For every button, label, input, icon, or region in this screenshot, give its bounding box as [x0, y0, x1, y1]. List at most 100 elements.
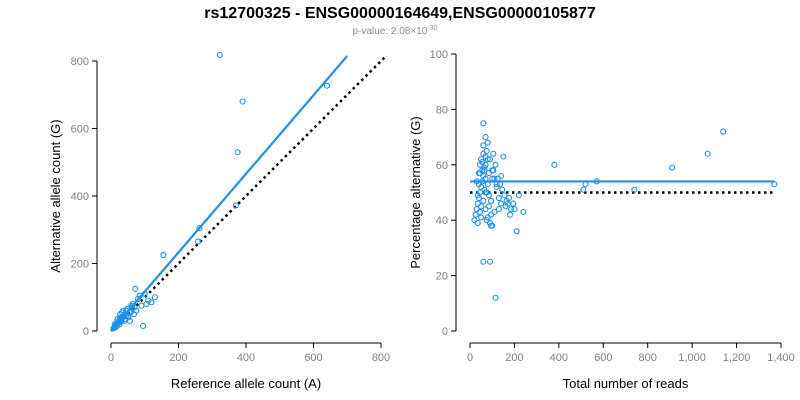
- scatter-chart-percentage: 0 200 400 600 800 1,000 1,200 1,400 0 20 40 60 80 10…: [408, 49, 795, 391]
- data-point: [132, 285, 139, 292]
- data-point: [489, 175, 496, 182]
- data-point: [114, 316, 121, 323]
- x-axis-ticks: 0 200 400 600 800 1,000 1,200 1,400: [467, 343, 795, 364]
- data-point: [771, 181, 778, 188]
- data-point: [481, 186, 488, 193]
- reference-line: [110, 56, 386, 332]
- scatter-chart-allele-counts: 0 200 400 600 800 0 200 400 600 800 Reference al…: [48, 51, 390, 391]
- data-point: [151, 294, 158, 301]
- data-point: [143, 300, 150, 308]
- x-tick-label: 0: [467, 352, 473, 364]
- data-point: [495, 194, 502, 202]
- y-tick-label: 200: [71, 259, 89, 271]
- data-point: [593, 178, 600, 185]
- data-point: [582, 181, 589, 188]
- x-tick-label: 400: [550, 352, 568, 364]
- data-point: [720, 128, 727, 135]
- data-point: [145, 297, 152, 304]
- data-point: [485, 203, 492, 210]
- data-point: [669, 164, 676, 171]
- data-point: [323, 82, 331, 89]
- data-point: [482, 175, 489, 182]
- data-point: [515, 192, 522, 199]
- data-point: [493, 181, 500, 188]
- figure-subtitle: p-value: 2.08×10-30: [353, 25, 438, 37]
- data-point: [475, 170, 482, 177]
- x-tick-label: 800: [639, 352, 657, 364]
- data-point: [496, 181, 504, 188]
- x-tick-label: 1,000: [678, 352, 706, 364]
- data-point: [704, 150, 711, 157]
- data-point: [120, 307, 127, 314]
- data-point: [232, 202, 239, 209]
- x-tick-label: 0: [108, 352, 114, 364]
- data-point: [480, 120, 487, 127]
- x-tick-label: 1,400: [767, 352, 795, 364]
- y-tick-label: 20: [436, 271, 448, 283]
- data-point: [480, 197, 487, 204]
- y-tick-label: 100: [430, 49, 448, 61]
- figure-title: rs12700325 - ENSG00000164649,ENSG0000010…: [204, 5, 596, 22]
- data-point: [491, 208, 498, 215]
- data-point: [490, 167, 497, 174]
- data-point: [471, 217, 478, 224]
- y-tick-label: 0: [83, 326, 89, 338]
- data-point: [520, 208, 527, 215]
- x-axis-label: Reference allele count (A): [171, 376, 321, 391]
- data-point: [513, 228, 520, 235]
- data-point: [484, 181, 491, 188]
- data-point: [480, 142, 487, 149]
- data-point: [631, 186, 638, 193]
- data-point: [511, 206, 518, 213]
- data-point: [482, 189, 489, 196]
- x-tick-label: 200: [505, 352, 523, 364]
- data-point: [502, 203, 509, 210]
- y-tick-label: 800: [71, 56, 89, 68]
- x-tick-label: 1,200: [723, 352, 751, 364]
- y-axis-label: Alternative allele count (G): [48, 119, 63, 272]
- data-point: [486, 258, 494, 265]
- y-tick-label: 400: [71, 191, 89, 203]
- data-point: [491, 175, 498, 182]
- data-point: [121, 317, 128, 324]
- y-tick-label: 600: [71, 124, 89, 136]
- data-point: [490, 150, 497, 157]
- data-point: [510, 200, 517, 207]
- x-tick-label: 600: [304, 352, 322, 364]
- data-point: [476, 161, 484, 168]
- data-point: [481, 167, 488, 174]
- data-point: [130, 311, 137, 318]
- points-layer: [110, 51, 331, 332]
- fit-line-layer: [110, 55, 349, 332]
- reference-line-layer: [110, 56, 386, 332]
- data-point: [484, 139, 491, 146]
- data-point: [551, 161, 558, 168]
- data-point: [138, 302, 145, 309]
- y-tick-label: 80: [436, 104, 448, 116]
- data-point: [482, 153, 489, 160]
- data-point: [474, 192, 481, 199]
- data-point: [494, 175, 501, 182]
- data-point: [492, 161, 499, 168]
- data-point: [499, 186, 506, 193]
- y-tick-label: 0: [442, 326, 448, 338]
- data-point: [473, 178, 480, 185]
- data-point: [131, 304, 138, 311]
- x-axis-ticks: 0 200 400 600 800: [108, 343, 390, 364]
- data-point: [474, 219, 481, 227]
- x-tick-label: 800: [372, 352, 390, 364]
- data-point: [128, 304, 135, 311]
- p-value-exponent: -30: [427, 25, 437, 32]
- data-point: [195, 238, 202, 245]
- data-point: [486, 156, 494, 163]
- data-point: [476, 208, 484, 215]
- y-tick-label: 40: [436, 215, 448, 227]
- data-point: [580, 186, 587, 193]
- p-value-text: p-value: 2.08×10: [353, 26, 428, 37]
- data-point: [136, 292, 143, 299]
- data-point: [141, 290, 148, 297]
- x-tick-label: 200: [169, 352, 187, 364]
- data-point: [492, 294, 499, 301]
- data-point: [488, 197, 495, 204]
